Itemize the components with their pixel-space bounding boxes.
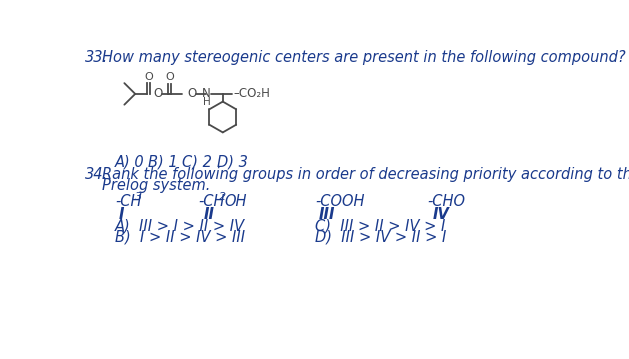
Text: H: H: [203, 97, 210, 107]
Text: 34.: 34.: [85, 167, 108, 182]
Text: -CH: -CH: [199, 194, 225, 209]
Text: III: III: [319, 207, 335, 222]
Text: How many stereogenic centers are present in the following compound?: How many stereogenic centers are present…: [102, 50, 625, 65]
Text: 2: 2: [219, 192, 226, 202]
Text: O: O: [187, 87, 196, 101]
Text: D) 3: D) 3: [216, 155, 247, 170]
Text: OH: OH: [225, 194, 247, 209]
Text: -CH: -CH: [115, 194, 142, 209]
Text: II: II: [204, 207, 215, 222]
Text: C) 2: C) 2: [182, 155, 211, 170]
Text: -COOH: -COOH: [315, 194, 364, 209]
Text: O: O: [144, 71, 153, 81]
Text: 33.: 33.: [85, 50, 108, 65]
Text: C)  III > II > IV > I: C) III > II > IV > I: [315, 219, 445, 234]
Text: O: O: [165, 73, 174, 82]
Text: I: I: [119, 207, 125, 222]
Text: IV: IV: [433, 207, 450, 222]
Text: B)  I > II > IV > III: B) I > II > IV > III: [115, 229, 245, 244]
Text: O: O: [154, 87, 163, 101]
Text: D)  III > IV > II > I: D) III > IV > II > I: [315, 229, 447, 244]
Text: 3: 3: [135, 192, 142, 202]
Text: Prelog system.: Prelog system.: [102, 178, 210, 193]
Text: B) 1: B) 1: [148, 155, 178, 170]
Text: N: N: [202, 87, 211, 100]
Text: -CHO: -CHO: [427, 194, 465, 209]
Text: Rank the following groups in order of decreasing priority according to the Cahn-: Rank the following groups in order of de…: [102, 167, 629, 182]
Text: A)  III > I > II > IV: A) III > I > II > IV: [115, 219, 245, 234]
Text: –CO₂H: –CO₂H: [233, 87, 270, 100]
Text: A) 0: A) 0: [115, 155, 145, 170]
